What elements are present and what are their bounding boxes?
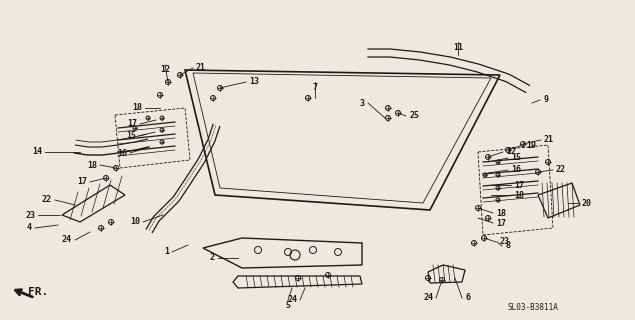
Text: 18: 18 (496, 209, 506, 218)
Text: 17: 17 (127, 119, 137, 129)
Text: 10: 10 (130, 218, 140, 227)
Text: 24: 24 (423, 293, 433, 302)
Text: 15: 15 (126, 132, 136, 140)
Text: 25: 25 (409, 111, 419, 121)
Text: 13: 13 (249, 77, 259, 86)
Text: 18: 18 (514, 190, 524, 199)
Text: 12: 12 (506, 148, 516, 156)
Text: SL03-B3811A: SL03-B3811A (507, 303, 558, 313)
Text: 14: 14 (32, 148, 42, 156)
Text: 18: 18 (132, 103, 142, 113)
Text: 3: 3 (360, 99, 365, 108)
Text: 17: 17 (496, 219, 506, 228)
Text: 11: 11 (453, 43, 463, 52)
Text: 15: 15 (511, 154, 521, 163)
Text: 22: 22 (556, 165, 566, 174)
Text: 16: 16 (117, 148, 127, 157)
Text: FR.: FR. (28, 287, 48, 297)
Text: 21: 21 (196, 63, 206, 73)
Text: 16: 16 (511, 165, 521, 174)
Text: 23: 23 (25, 211, 35, 220)
Text: 1: 1 (164, 247, 169, 257)
Text: 24: 24 (62, 236, 72, 244)
Text: 12: 12 (160, 66, 170, 75)
Text: 17: 17 (514, 180, 524, 189)
Text: 5: 5 (286, 300, 290, 309)
Text: 19: 19 (526, 140, 536, 149)
Text: 21: 21 (544, 135, 554, 145)
Text: 20: 20 (581, 198, 591, 207)
Text: 4: 4 (27, 223, 32, 233)
Text: 17: 17 (77, 178, 87, 187)
Text: 22: 22 (42, 196, 52, 204)
Text: 7: 7 (312, 83, 318, 92)
Text: 23: 23 (499, 237, 509, 246)
Text: 2: 2 (210, 253, 215, 262)
Text: 18: 18 (87, 161, 97, 170)
Text: 8: 8 (505, 242, 510, 251)
Text: 24: 24 (287, 295, 297, 305)
Text: 9: 9 (543, 95, 548, 105)
Text: 6: 6 (465, 293, 470, 302)
